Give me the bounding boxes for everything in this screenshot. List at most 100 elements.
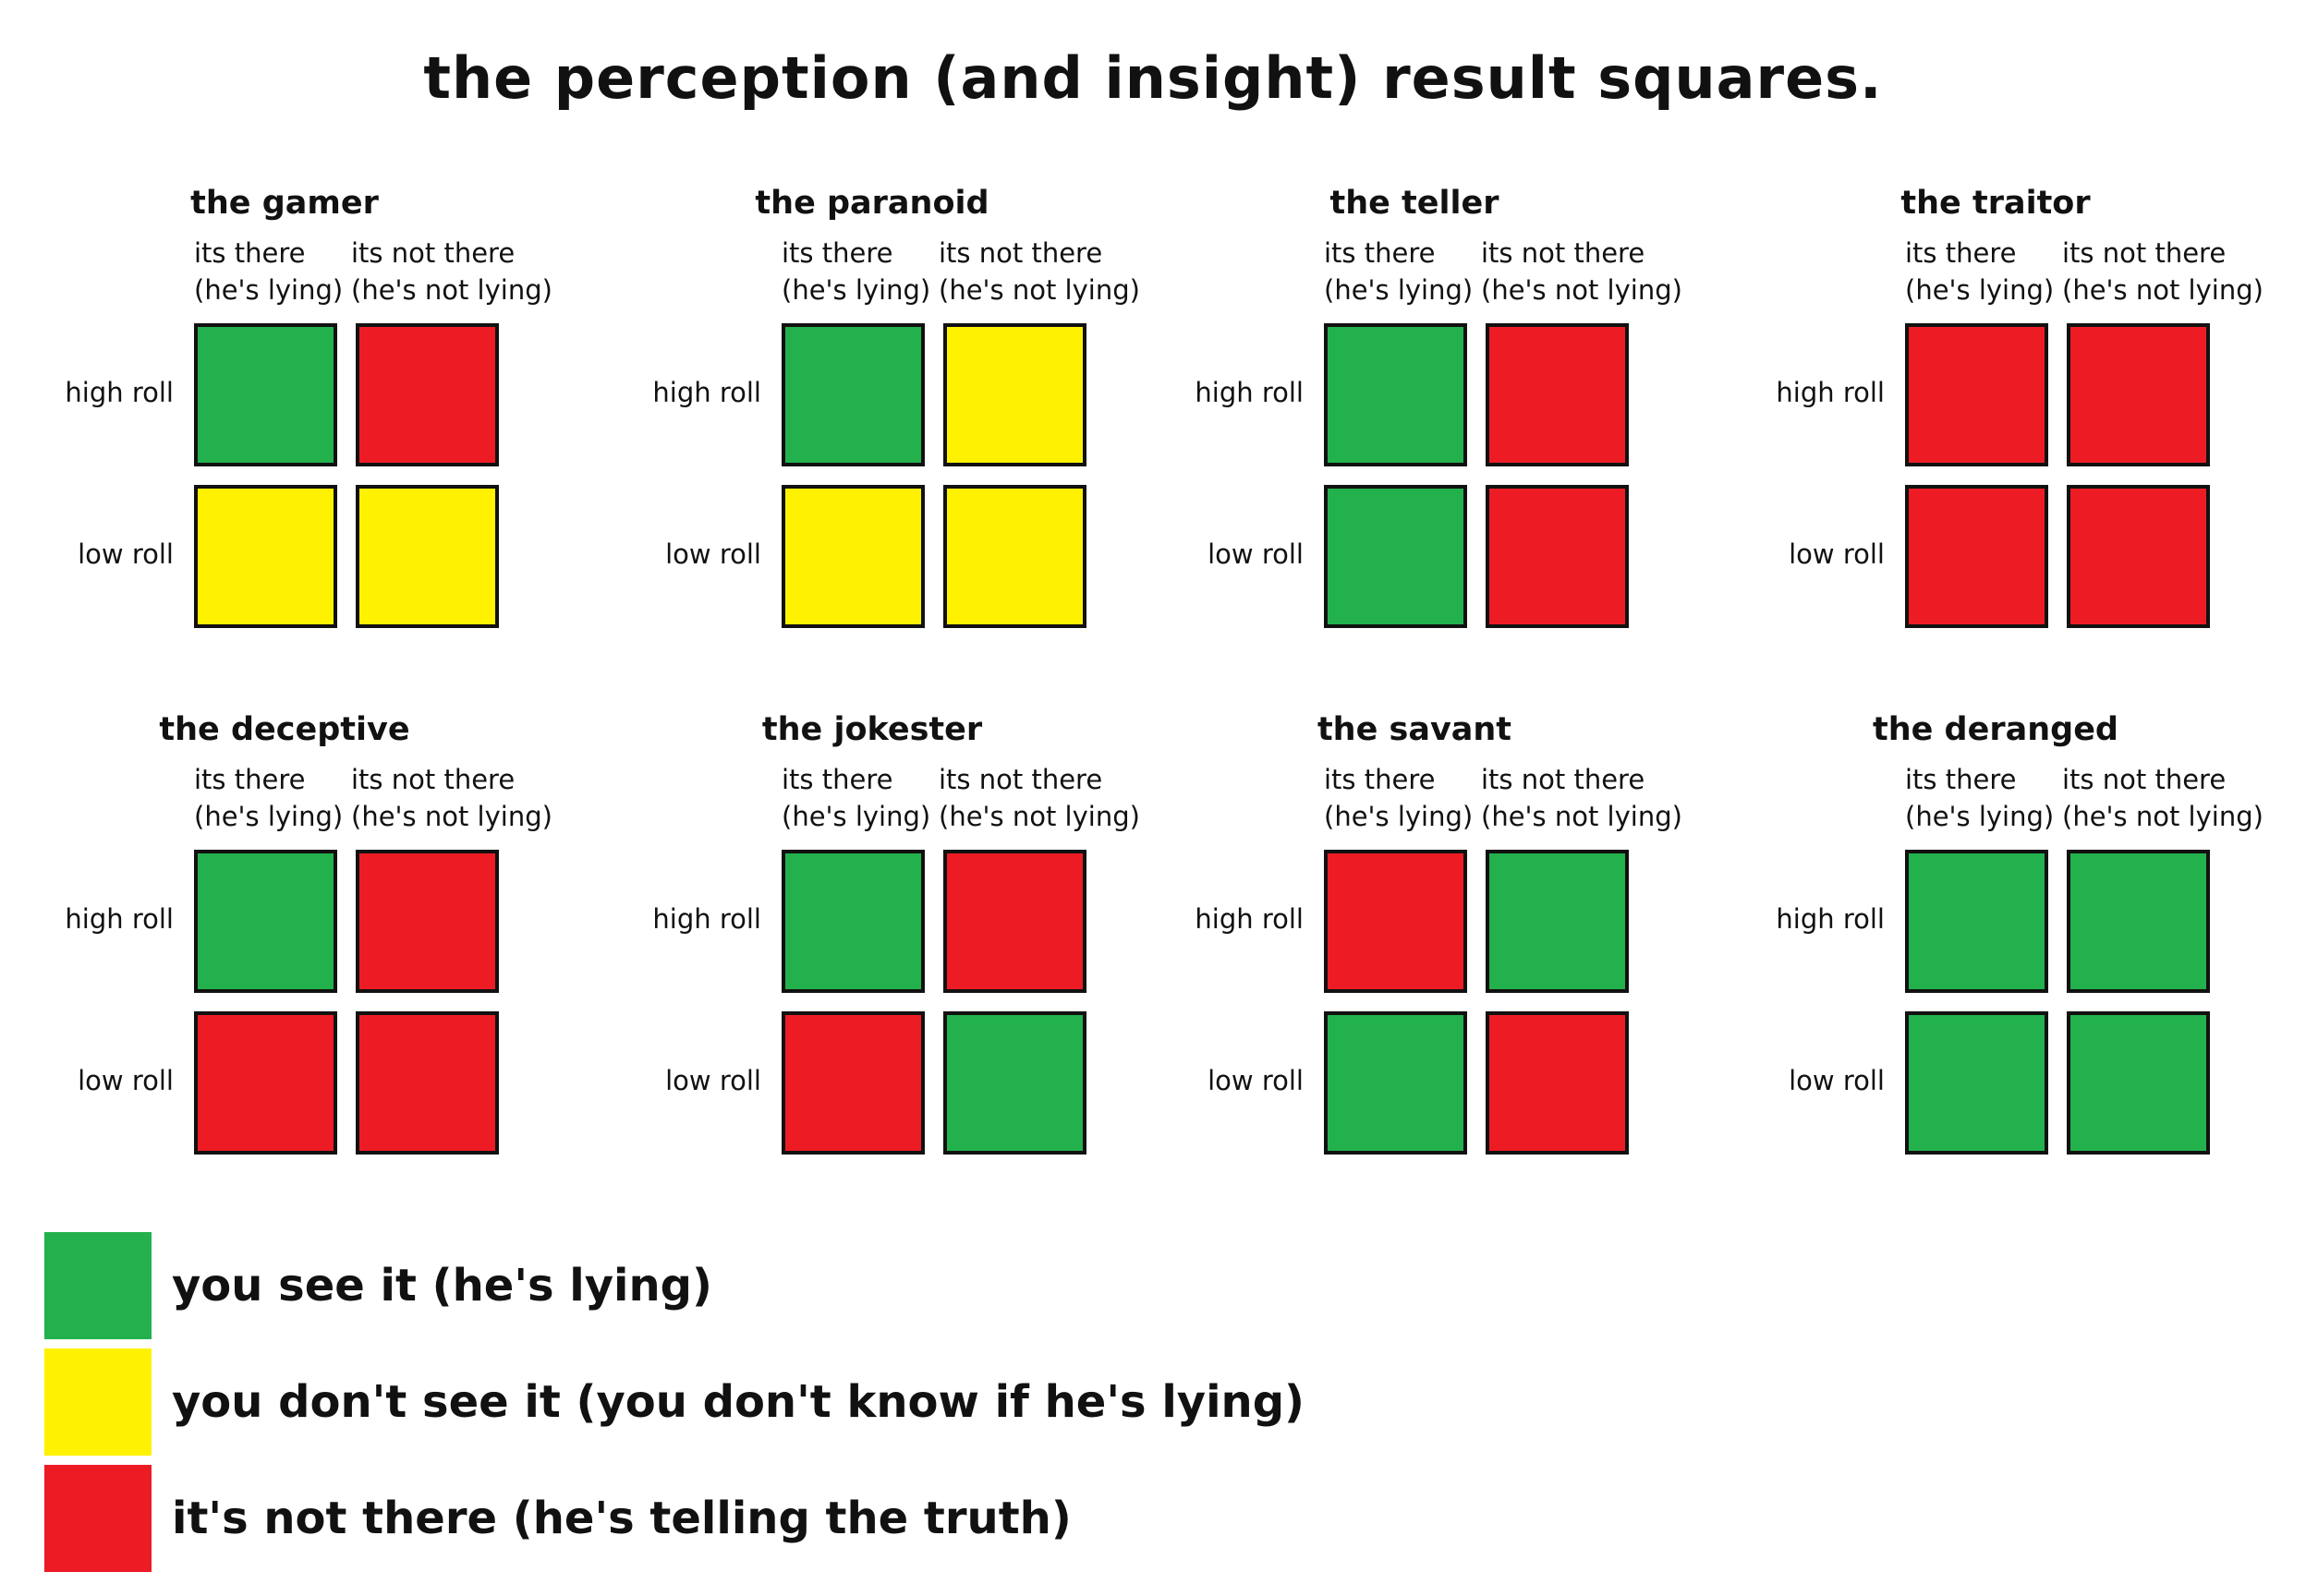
column-label-line: (he's not lying) <box>1481 801 1682 832</box>
result-square-low-there <box>194 1011 337 1155</box>
result-square-high-there <box>1324 323 1467 466</box>
column-label-line: its there <box>1905 237 2017 269</box>
column-label-line: its there <box>782 764 893 795</box>
result-square-high-not-there <box>356 850 499 993</box>
result-square-low-not-there <box>943 485 1086 628</box>
panel-title: the savant <box>1317 711 1512 748</box>
column-label-line: its there <box>1324 237 1436 269</box>
column-label-its-not-there: its not there (he's not lying) <box>939 235 1140 308</box>
result-square-high-not-there <box>2067 850 2210 993</box>
panel-title: the paranoid <box>755 185 989 222</box>
column-label-line: (he's lying) <box>1324 274 1474 306</box>
legend-label: you see it (he's lying) <box>172 1260 712 1312</box>
row-label-high-roll: high roll <box>1776 903 1885 935</box>
panel-title: the teller <box>1329 185 1499 222</box>
column-label-line: its not there <box>2062 764 2227 795</box>
row-label-high-roll: high roll <box>652 903 761 935</box>
result-square-low-there <box>194 485 337 628</box>
column-label-line: its not there <box>2062 237 2227 269</box>
result-square-high-not-there <box>943 850 1086 993</box>
row-label-high-roll: high roll <box>65 377 174 408</box>
row-label-high-roll: high roll <box>1776 377 1885 408</box>
row-label-low-roll: low roll <box>78 1065 174 1096</box>
result-square-high-not-there <box>1486 850 1629 993</box>
panel-deranged: the deranged its there (he's lying) its not… <box>1755 711 2306 1201</box>
row-label-low-roll: low roll <box>78 538 174 570</box>
column-label-line: its there <box>1324 764 1436 795</box>
column-label-line: (he's lying) <box>194 801 344 832</box>
row-label-low-roll: low roll <box>665 1065 761 1096</box>
column-label-its-not-there: its not there (he's not lying) <box>1481 235 1682 308</box>
panel-jokester: the jokester its there (he's lying) its not… <box>632 711 1186 1201</box>
column-label-its-there: its there (he's lying) <box>782 235 941 308</box>
column-label-line: its there <box>194 237 306 269</box>
column-label-its-there: its there (he's lying) <box>782 761 941 835</box>
column-label-its-not-there: its not there (he's not lying) <box>939 761 1140 835</box>
column-label-line: (he's not lying) <box>2062 274 2264 306</box>
result-square-high-not-there <box>943 323 1086 466</box>
legend-label: it's not there (he's telling the truth) <box>172 1493 1072 1544</box>
row-label-low-roll: low roll <box>1789 538 1885 570</box>
legend-swatch-yellow <box>44 1348 152 1456</box>
panel-title: the jokester <box>761 711 983 748</box>
result-square-high-not-there <box>356 323 499 466</box>
result-square-high-there <box>194 323 337 466</box>
result-square-high-there <box>1324 850 1467 993</box>
panel-deceptive: the deceptive its there (he's lying) its no… <box>44 711 599 1201</box>
result-square-high-not-there <box>1486 323 1629 466</box>
column-label-its-there: its there (he's lying) <box>1905 761 2064 835</box>
column-label-its-not-there: its not there (he's not lying) <box>2062 235 2264 308</box>
column-label-line: (he's not lying) <box>1481 274 1682 306</box>
row-label-low-roll: low roll <box>665 538 761 570</box>
column-label-line: its there <box>1905 764 2017 795</box>
column-label-line: (he's lying) <box>1324 801 1474 832</box>
column-label-its-there: its there (he's lying) <box>194 761 353 835</box>
column-label-line: (he's lying) <box>194 274 344 306</box>
panel-title: the traitor <box>1900 185 2091 222</box>
panel-gamer: the gamer its there (he's lying) its not th… <box>44 185 599 674</box>
result-square-low-not-there <box>2067 1011 2210 1155</box>
panel-traitor: the traitor its there (he's lying) its not … <box>1755 185 2306 674</box>
result-square-low-not-there <box>2067 485 2210 628</box>
row-label-low-roll: low roll <box>1789 1065 1885 1096</box>
result-square-low-not-there <box>1486 485 1629 628</box>
panel-title: the deranged <box>1872 711 2118 748</box>
row-label-high-roll: high roll <box>1195 377 1304 408</box>
result-square-low-not-there <box>943 1011 1086 1155</box>
column-label-line: (he's not lying) <box>351 801 552 832</box>
column-label-line: its not there <box>351 764 516 795</box>
column-label-line: (he's not lying) <box>351 274 552 306</box>
panel-savant: the savant its there (he's lying) its not t… <box>1174 711 1729 1201</box>
column-label-line: (he's lying) <box>782 801 931 832</box>
panel-title: the deceptive <box>159 711 410 748</box>
column-label-its-not-there: its not there (he's not lying) <box>351 761 552 835</box>
result-square-low-not-there <box>356 1011 499 1155</box>
result-square-high-there <box>782 323 925 466</box>
column-label-line: its not there <box>1481 237 1645 269</box>
panel-paranoid: the paranoid its there (he's lying) its not… <box>632 185 1186 674</box>
result-square-high-not-there <box>2067 323 2210 466</box>
column-label-its-not-there: its not there (he's not lying) <box>2062 761 2264 835</box>
result-square-low-not-there <box>1486 1011 1629 1155</box>
legend-swatch-red <box>44 1465 152 1572</box>
column-label-line: (he's lying) <box>1905 801 2055 832</box>
panel-title: the gamer <box>190 185 379 222</box>
column-label-its-not-there: its not there (he's not lying) <box>351 235 552 308</box>
column-label-its-there: its there (he's lying) <box>1324 235 1483 308</box>
column-label-its-there: its there (he's lying) <box>1905 235 2064 308</box>
result-square-low-there <box>1324 1011 1467 1155</box>
page-title: the perception (and insight) result squa… <box>423 44 1883 112</box>
panel-teller: the teller its there (he's lying) its not t… <box>1174 185 1729 674</box>
result-square-low-there <box>1324 485 1467 628</box>
row-label-high-roll: high roll <box>65 903 174 935</box>
column-label-line: (he's lying) <box>1905 274 2055 306</box>
row-label-high-roll: high roll <box>1195 903 1304 935</box>
result-square-low-there <box>1905 1011 2048 1155</box>
column-label-line: (he's not lying) <box>939 801 1140 832</box>
column-label-line: its there <box>782 237 893 269</box>
row-label-high-roll: high roll <box>652 377 761 408</box>
column-label-line: its not there <box>939 237 1103 269</box>
column-label-its-not-there: its not there (he's not lying) <box>1481 761 1682 835</box>
result-square-high-there <box>782 850 925 993</box>
column-label-its-there: its there (he's lying) <box>194 235 353 308</box>
